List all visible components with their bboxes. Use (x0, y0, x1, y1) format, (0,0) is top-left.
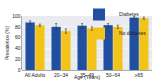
svg-text:100: 100 (12, 13, 21, 19)
svg-text:50–64: 50–64 (106, 72, 120, 78)
svg-text:Prevalence (%): Prevalence (%) (4, 26, 10, 61)
svg-text:≥65: ≥65 (135, 72, 144, 78)
svg-text:20: 20 (15, 56, 21, 62)
svg-text:35–49: 35–49 (80, 72, 94, 78)
svg-text:Diabetes: Diabetes (119, 11, 139, 17)
svg-text:20–34: 20–34 (54, 72, 68, 78)
svg-text:80: 80 (15, 24, 21, 30)
svg-text:0: 0 (18, 67, 21, 73)
svg-text:60: 60 (15, 34, 21, 40)
svg-text:All Adults: All Adults (25, 72, 46, 78)
svg-text:No diabetes: No diabetes (119, 30, 146, 36)
svg-text:Age (Years): Age (Years) (74, 74, 101, 80)
svg-text:40: 40 (15, 45, 21, 51)
